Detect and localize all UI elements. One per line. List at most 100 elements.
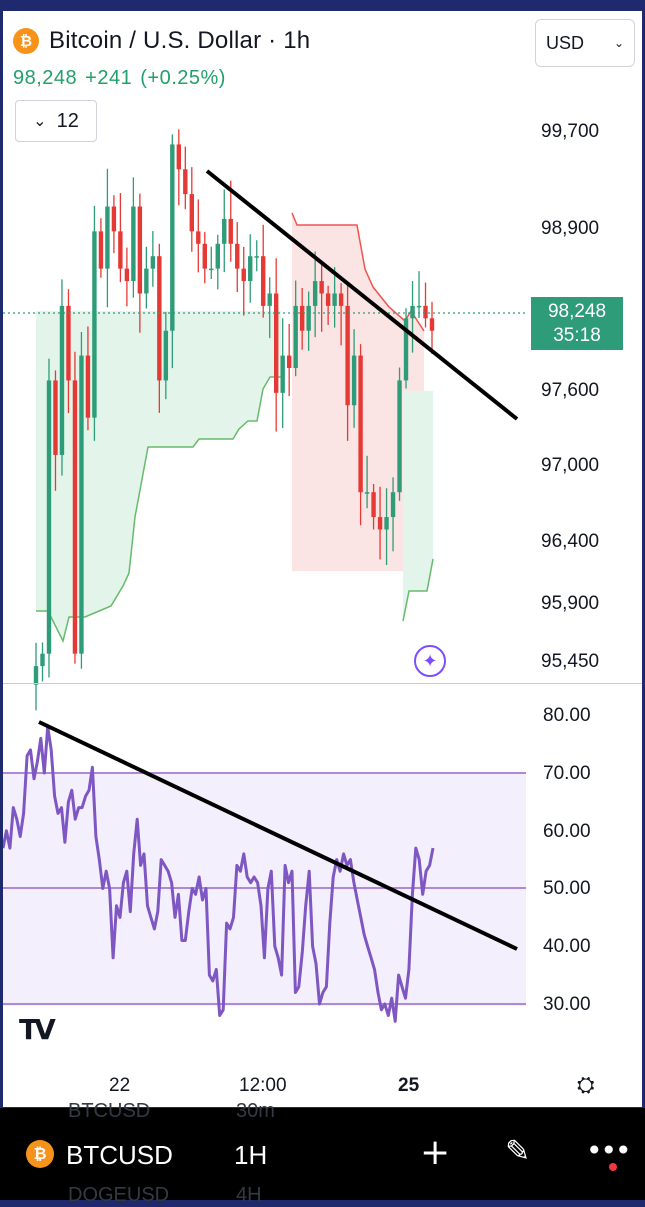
candle-body (410, 305, 415, 319)
bitcoin-icon: ₿ (26, 1140, 54, 1168)
candle-body (163, 330, 169, 381)
indicators-toggle-button[interactable]: ⌄ 12 (15, 100, 97, 142)
candle-body (338, 293, 344, 306)
candle-body (377, 517, 383, 530)
candle-body (170, 144, 175, 331)
bar-countdown: 35:18 (553, 325, 601, 346)
candles-group (33, 129, 435, 711)
candle-body (228, 218, 233, 244)
ghost-interval-below: 4H (236, 1184, 262, 1206)
candle-body (202, 243, 207, 269)
indicators-count: 12 (56, 109, 79, 132)
currency-select[interactable]: USD ⌄ (535, 19, 635, 67)
candle-body (40, 653, 45, 667)
bitcoin-icon: ₿ (13, 28, 39, 54)
price-axis-label: 95,900 (541, 593, 600, 614)
gear-icon[interactable]: ⛭ (577, 1073, 595, 1098)
candle-body (351, 355, 357, 406)
price-change: +241 (85, 67, 133, 89)
sparkle-icon[interactable]: ✦ (414, 645, 446, 677)
candle-body (33, 666, 39, 685)
candle-body (46, 380, 52, 654)
rsi-axis-label: 60.00 (543, 821, 591, 842)
rsi-axis-label: 70.00 (543, 763, 591, 784)
candle-body (222, 218, 227, 244)
candle-body (150, 256, 156, 269)
candle-body (215, 243, 220, 269)
candle-body (306, 305, 311, 331)
candle-body (176, 144, 182, 170)
rsi-axis-label: 80.00 (543, 705, 591, 726)
chart-canvas[interactable] (3, 11, 642, 1107)
supertrend-up-line (36, 376, 281, 644)
supertrend-group (36, 212, 434, 644)
rsi-line (3, 725, 435, 1023)
candle-body (189, 194, 195, 232)
candle-body (111, 206, 117, 232)
time-axis-label: 12:00 (239, 1075, 287, 1096)
candle-body (358, 355, 363, 493)
candle-body (124, 268, 130, 282)
candle-body (390, 492, 396, 518)
candle-body (280, 355, 285, 393)
price-axis-label: 96,400 (541, 531, 600, 552)
candle-body (429, 318, 435, 331)
candle-body (137, 206, 143, 294)
candle-body (267, 293, 272, 306)
rsi-band (3, 773, 526, 1006)
candle-body (235, 243, 240, 269)
chart-frame: ₿ Bitcoin / U.S. Dollar · 1h 98,248 +241 (… (3, 11, 642, 1107)
candle-body (59, 305, 65, 455)
candle-body (131, 206, 136, 282)
plus-icon[interactable]: + (420, 1132, 451, 1173)
rsi-trendline (38, 720, 518, 951)
ghost-symbol-below: DOGEUSD (68, 1184, 170, 1206)
rsi-axis-label: 50.00 (543, 878, 591, 899)
price-axis-label: 99,700 (541, 121, 600, 142)
chevron-down-icon: ⌄ (613, 36, 624, 50)
candle-body (157, 256, 162, 381)
candle-body (364, 492, 370, 494)
symbol-selector[interactable]: BTCUSD (66, 1140, 173, 1170)
chevron-down-icon: ⌄ (33, 113, 47, 130)
price-trendline (205, 169, 519, 421)
candle-body (241, 268, 246, 282)
currency-value: USD (546, 32, 585, 53)
supertrend-down-fill (292, 213, 424, 571)
price-axis-label: 97,000 (541, 455, 600, 476)
candle-body (423, 305, 428, 319)
time-axis-label: 25 (398, 1075, 420, 1096)
candle-body (85, 355, 91, 418)
supertrend-down-line (291, 212, 425, 332)
candle-body (332, 293, 337, 306)
symbol-header[interactable]: ₿ Bitcoin / U.S. Dollar · 1h (13, 27, 310, 55)
ghost-symbol-above: BTCUSD (68, 1100, 151, 1122)
supertrend-up-line (402, 558, 434, 622)
rsi-axis-label: 40.00 (543, 936, 591, 957)
candle-body (66, 305, 71, 381)
candle-body (261, 256, 266, 306)
interval-selector[interactable]: 1H (234, 1140, 268, 1170)
tradingview-logo[interactable]: TV (19, 1013, 56, 1046)
pane-divider[interactable] (3, 683, 642, 684)
last-price-tag: 98,248 35:18 (531, 297, 623, 350)
candle-body (299, 305, 305, 331)
candle-body (286, 355, 292, 368)
price-axis-label: 98,900 (541, 218, 600, 239)
more-icon[interactable]: ••• (586, 1134, 632, 1167)
price-quote: 98,248 +241 (+0.25%) (13, 67, 234, 90)
candle-body (312, 281, 318, 306)
candle-body (72, 380, 78, 654)
candle-body (79, 355, 84, 654)
candle-body (273, 293, 279, 393)
candle-body (248, 256, 253, 282)
rsi-axis-label: 30.00 (543, 994, 591, 1015)
pen-icon[interactable]: ✎ (505, 1134, 531, 1169)
candle-body (118, 231, 123, 269)
candle-body (319, 281, 324, 294)
candle-body (144, 268, 149, 294)
candle-body (345, 305, 350, 406)
candle-body (98, 231, 104, 269)
supertrend-up-fill (36, 311, 281, 641)
bottom-toolbar (0, 1108, 645, 1200)
